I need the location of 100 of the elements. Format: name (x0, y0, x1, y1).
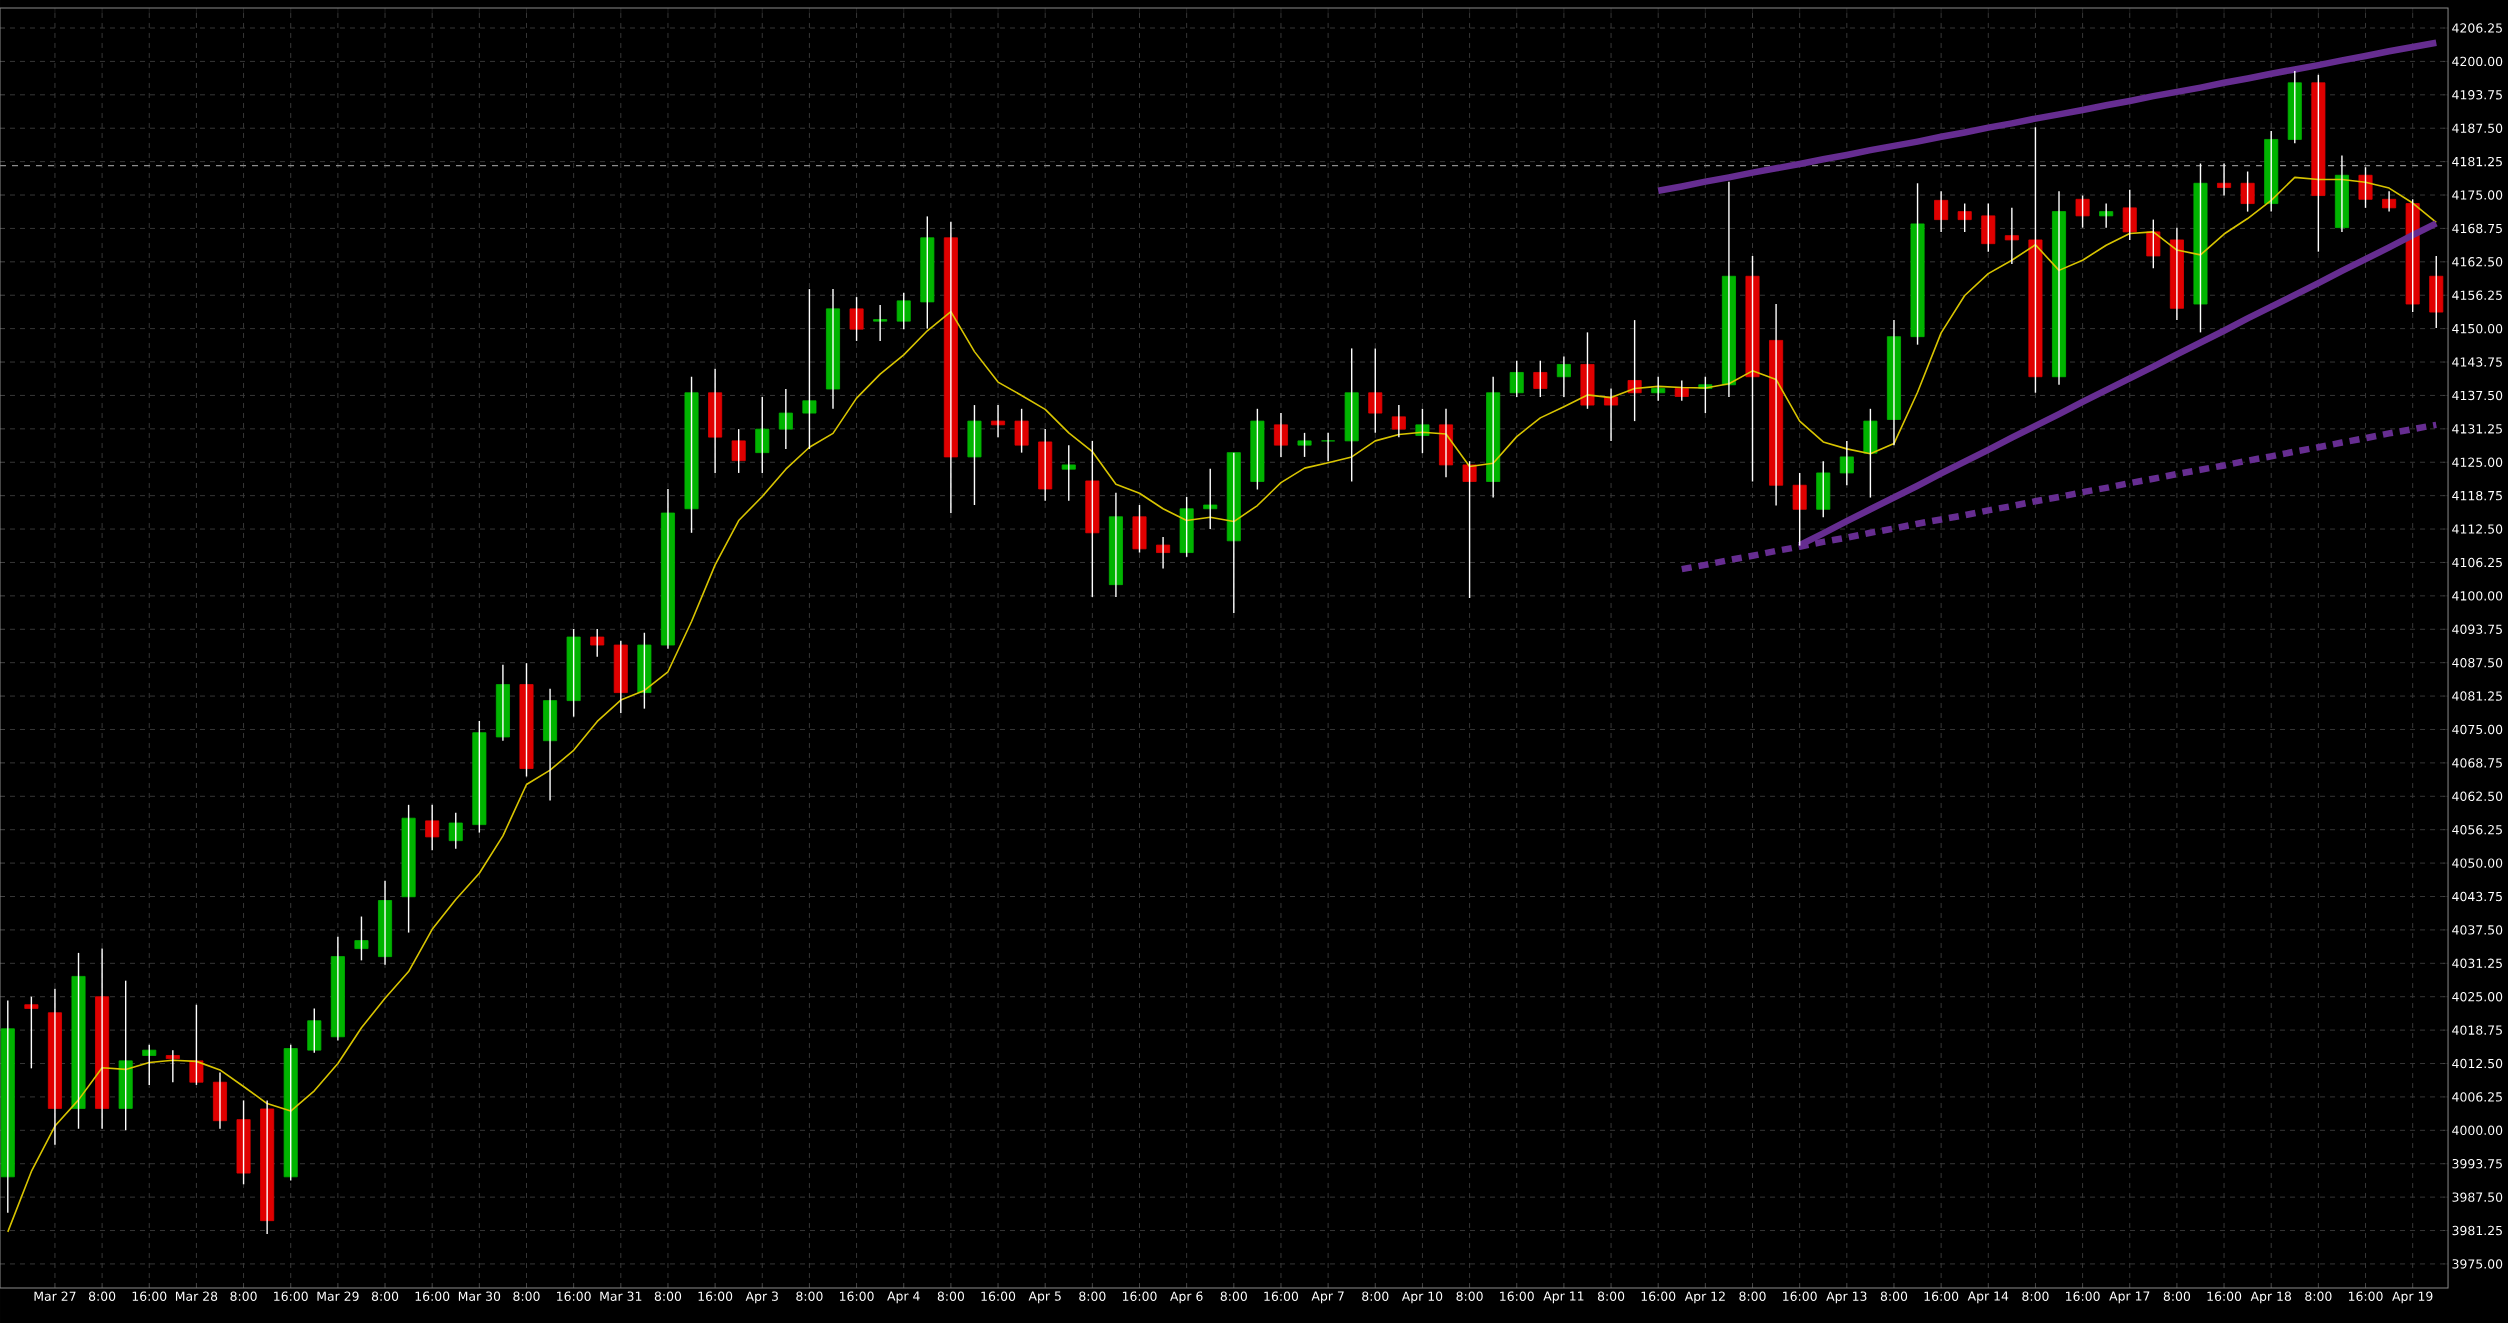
x-tick-label: Apr 4 (887, 1291, 920, 1304)
y-tick-label: 4131.25 (2452, 424, 2502, 434)
candlestick (283, 1044, 298, 1182)
x-tick-label: 8:00 (937, 1291, 965, 1301)
candlestick (1203, 467, 1218, 530)
candlestick (2264, 130, 2279, 213)
x-tick-label: 16:00 (1264, 1291, 1299, 1301)
candlestick (2240, 170, 2255, 213)
candlestick (307, 1007, 322, 1054)
candlestick (354, 915, 369, 962)
candlestick (519, 662, 534, 778)
candlestick (1839, 440, 1854, 486)
candlestick (71, 952, 86, 1130)
candlestick (1462, 460, 1477, 599)
candlestick (2429, 255, 2444, 329)
candlestick (1014, 408, 1029, 454)
y-tick-label: 4075.00 (2452, 724, 2503, 735)
candlestick (2193, 162, 2208, 334)
x-tick-label: 16:00 (415, 1291, 450, 1301)
candlestick (920, 215, 935, 330)
y-tick-label: 4181.25 (2452, 156, 2502, 167)
candlestick (991, 404, 1006, 438)
y-tick-label: 4093.75 (2452, 624, 2502, 634)
candlestick (2146, 218, 2161, 269)
candlestick (684, 376, 699, 534)
x-tick-label: 8:00 (1079, 1291, 1106, 1301)
candlestick (401, 804, 416, 934)
candlestick (896, 292, 911, 330)
y-tick-label: 4168.75 (2452, 223, 2502, 234)
y-tick-label: 4006.25 (2452, 1092, 2502, 1102)
x-tick-label: Apr 14 (1967, 1291, 2009, 1304)
y-tick-label: 3975.00 (2452, 1259, 2503, 1269)
candlestick (1368, 347, 1383, 434)
candlestick (2405, 198, 2420, 313)
candlestick (755, 396, 770, 474)
candlestick (1156, 536, 1171, 570)
x-tick-label: 8:00 (88, 1291, 116, 1301)
candlestick (448, 812, 463, 850)
candlestick (1321, 432, 1336, 462)
candlestick (637, 632, 652, 710)
x-tick-label: 16:00 (2066, 1291, 2100, 1301)
candlestick (1297, 432, 1312, 458)
candlestick (24, 996, 39, 1070)
x-tick-label: 8:00 (371, 1291, 399, 1301)
candlestick (1344, 347, 1359, 483)
y-tick-label: 4187.50 (2452, 123, 2503, 133)
candlestick (2382, 190, 2397, 213)
candlestick (590, 628, 605, 658)
x-tick-label: 16:00 (1122, 1291, 1157, 1301)
y-tick-label: 3987.50 (2452, 1192, 2503, 1202)
candlestick (1674, 379, 1689, 402)
x-tick-label: Mar 27 (34, 1291, 76, 1301)
candlestick (2311, 74, 2326, 253)
candlestick (731, 428, 746, 474)
x-tick-label: 16:00 (557, 1291, 591, 1301)
candlestick (0, 999, 15, 1214)
candlestick (236, 1099, 251, 1185)
candlestick (1981, 202, 1996, 253)
x-tick-label: 16:00 (981, 1291, 1016, 1301)
y-tick-label: 4118.75 (2452, 490, 2502, 501)
y-tick-label: 4068.75 (2452, 758, 2502, 768)
candlestick (2358, 166, 2373, 209)
y-tick-label: 4200.00 (2452, 56, 2503, 67)
y-tick-label: 4100.00 (2452, 591, 2503, 601)
x-tick-label: 8:00 (654, 1291, 682, 1301)
x-tick-label: 16:00 (274, 1291, 308, 1301)
candlestick (873, 304, 888, 342)
candlestick (1651, 376, 1666, 402)
y-tick-label: 4137.50 (2452, 390, 2503, 401)
y-tick-label: 4112.50 (2452, 524, 2503, 534)
x-tick-label: 16:00 (1924, 1291, 1959, 1301)
candlestick (967, 404, 982, 506)
x-tick-label: Mar 31 (600, 1291, 642, 1301)
candlestick (2075, 194, 2090, 229)
y-tick-label: 4150.00 (2452, 323, 2503, 334)
x-tick-label: 8:00 (1597, 1291, 1625, 1301)
x-tick-label: 8:00 (1456, 1291, 1483, 1301)
y-tick-label: 4043.75 (2452, 891, 2502, 902)
y-tick-label: 4012.50 (2452, 1058, 2503, 1069)
x-tick-label: Apr 12 (1684, 1291, 1725, 1304)
y-tick-label: 4143.75 (2452, 357, 2502, 367)
candlestick (1745, 255, 1760, 483)
line-series (6, 176, 2438, 1233)
y-tick-label: 4162.50 (2452, 257, 2503, 267)
y-tick-label: 4062.50 (2452, 791, 2503, 801)
x-tick-label: 8:00 (2163, 1291, 2191, 1301)
candlestick (425, 804, 440, 851)
y-tick-label: 4056.25 (2452, 824, 2502, 835)
y-tick-label: 4031.25 (2452, 958, 2502, 969)
x-tick-label: 16:00 (698, 1291, 733, 1301)
x-tick-label: 8:00 (2022, 1291, 2049, 1301)
candlestick (2004, 207, 2019, 265)
candlestick (1250, 408, 1265, 491)
x-tick-label: Apr 3 (745, 1291, 778, 1304)
candlestick (1509, 360, 1524, 398)
candlestick (2287, 70, 2302, 144)
x-tick-label: 16:00 (2207, 1291, 2242, 1301)
x-tick-label: 8:00 (2305, 1291, 2332, 1301)
x-tick-label: 16:00 (1641, 1291, 1676, 1301)
candlestick (142, 1044, 157, 1086)
